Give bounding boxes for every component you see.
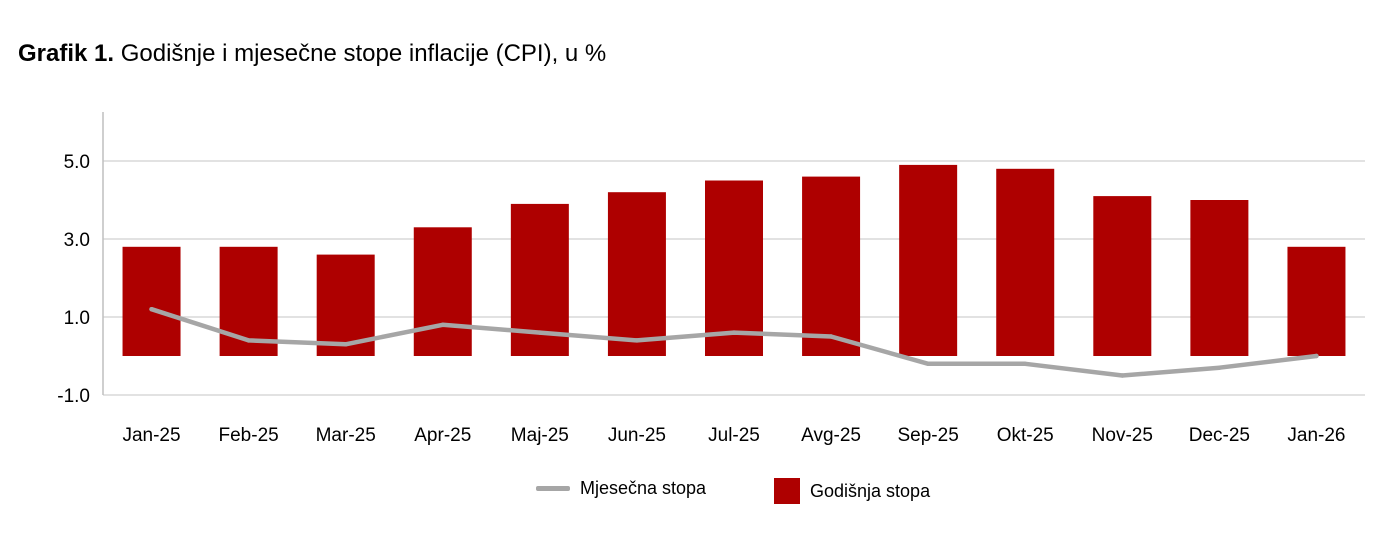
line-point xyxy=(1120,373,1125,378)
x-tick-label: Maj-25 xyxy=(511,425,569,446)
x-tick-label: Okt-25 xyxy=(997,425,1054,446)
chart-title: Grafik 1. Godišnje i mjesečne stope infl… xyxy=(18,40,606,68)
x-tick-label: Jul-25 xyxy=(708,425,760,446)
x-tick-label: Feb-25 xyxy=(219,425,279,446)
bar xyxy=(1190,200,1249,356)
line-point xyxy=(537,330,543,335)
line-point xyxy=(1023,361,1028,366)
y-tick-label: 3.0 xyxy=(64,230,90,251)
x-tick-label: Apr-25 xyxy=(414,425,471,446)
bar xyxy=(413,227,472,356)
x-tick-label: Jan-25 xyxy=(122,425,180,446)
bar xyxy=(1093,196,1152,356)
line-point xyxy=(731,330,737,335)
line-point xyxy=(149,307,154,312)
line-point xyxy=(828,334,834,339)
legend-line-swatch xyxy=(536,486,570,491)
y-tick-label: -1.0 xyxy=(57,386,90,407)
y-tick-label: 5.0 xyxy=(64,152,90,173)
chart-legend: Mjesečna stopa Godišnja stopa xyxy=(0,478,1375,508)
line-point xyxy=(343,342,348,347)
x-tick-label: Avg-25 xyxy=(801,425,861,446)
bar xyxy=(802,176,861,356)
chart-title-text: Godišnje i mjesečne stope inflacije (CPI… xyxy=(120,40,607,67)
line-point xyxy=(925,361,931,366)
x-tick-label: Mar-25 xyxy=(316,425,376,446)
x-tick-label: Sep-25 xyxy=(898,425,959,446)
line-point xyxy=(634,338,640,343)
legend-item-annual: Godišnja stopa xyxy=(774,478,930,504)
bar xyxy=(219,246,278,356)
line-point xyxy=(440,322,445,327)
x-tick-label: Nov-25 xyxy=(1092,425,1153,446)
line-point xyxy=(246,338,251,343)
bar xyxy=(705,180,763,356)
y-tick-label: 1.0 xyxy=(64,308,90,329)
bar xyxy=(899,164,958,356)
bar xyxy=(1287,246,1346,356)
line-point xyxy=(1217,365,1222,370)
bar xyxy=(122,246,181,356)
x-tick-label: Jan-26 xyxy=(1287,425,1345,446)
legend-label-monthly: Mjesečna stopa xyxy=(580,478,707,498)
legend-item-monthly: Mjesečna stopa xyxy=(536,478,706,499)
bar xyxy=(996,168,1055,356)
x-tick-label: Dec-25 xyxy=(1189,425,1250,446)
x-tick-label: Jun-25 xyxy=(608,425,666,446)
line-point xyxy=(1314,353,1319,359)
legend-label-annual: Godišnja stopa xyxy=(810,480,931,501)
legend-bar-swatch xyxy=(774,478,800,504)
chart-title-prefix: Grafik 1. xyxy=(18,40,115,67)
bar xyxy=(607,192,666,356)
